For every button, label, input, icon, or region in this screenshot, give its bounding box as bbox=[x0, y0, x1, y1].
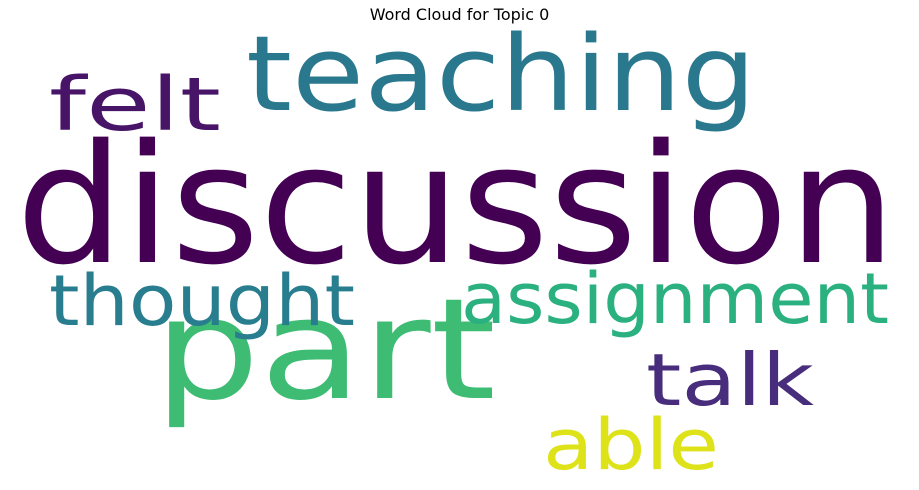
word-thought: thought bbox=[49, 260, 355, 342]
word-felt: felt bbox=[49, 62, 221, 148]
word-discussion: discussion bbox=[16, 109, 896, 301]
word-able: able bbox=[543, 404, 719, 486]
word-assignment: assignment bbox=[461, 258, 889, 340]
word-talk: talk bbox=[646, 338, 814, 422]
word-teaching: teaching bbox=[246, 13, 756, 135]
figure-title: Word Cloud for Topic 0 bbox=[369, 5, 550, 24]
word-part: part bbox=[154, 269, 496, 432]
